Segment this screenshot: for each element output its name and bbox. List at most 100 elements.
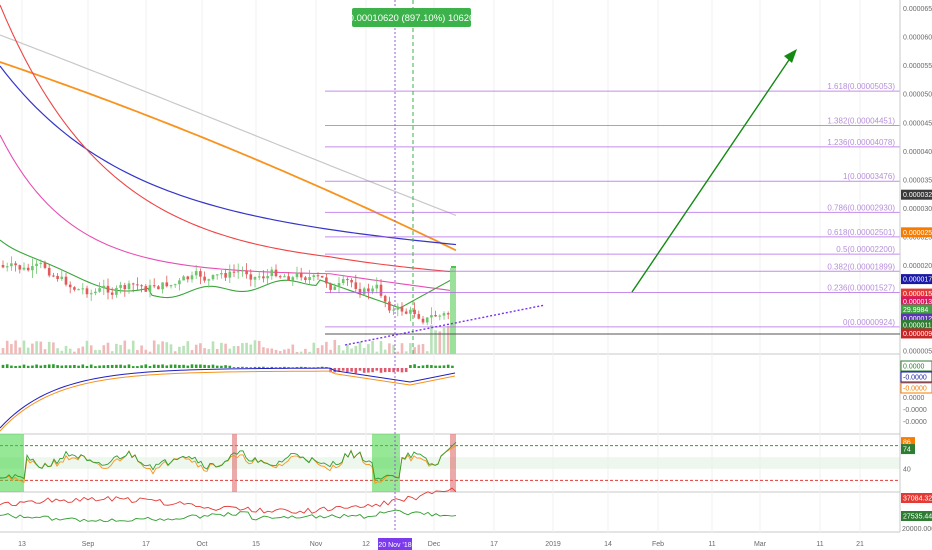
- price-tag-label: 0.00003240: [903, 192, 932, 199]
- candle-body: [77, 289, 80, 291]
- candle-body: [182, 276, 185, 281]
- candle-body: [26, 267, 30, 271]
- volume-bar: [442, 327, 446, 354]
- volume-bar: [245, 342, 248, 354]
- macd-histogram-bar: [43, 364, 47, 368]
- candle-body: [85, 288, 89, 295]
- volume-bar: [123, 340, 127, 354]
- macd-histogram-bar: [341, 368, 345, 371]
- fibonacci-extension[interactable]: 1.618(0.00005053) 1.382(0.00004451) 1.236(…: [325, 82, 900, 328]
- macd-histogram-bar: [190, 364, 194, 368]
- price-tick-label: 0.00003000: [903, 206, 932, 213]
- drawings-layer[interactable]: [325, 0, 900, 532]
- macd-histogram-bar: [388, 368, 391, 372]
- macd-histogram-bar: [68, 365, 72, 368]
- volume-bar: [39, 341, 43, 354]
- candle-body: [14, 263, 17, 266]
- macd-histogram-bar: [10, 365, 13, 368]
- macd-histogram-bar: [274, 367, 278, 368]
- macd-histogram-bar: [161, 364, 164, 368]
- volume-bar: [10, 344, 13, 354]
- macd-histogram-bar: [325, 367, 328, 368]
- macd-histogram-bar: [409, 365, 412, 368]
- rsi-pane[interactable]: [0, 434, 900, 492]
- volume-bar: [329, 349, 332, 354]
- candle-body: [173, 284, 177, 286]
- candle-body: [257, 276, 261, 278]
- volume-bar: [241, 343, 244, 354]
- fib-level-label: 0.236(0.00001527): [827, 284, 895, 293]
- fib-level-label: 0(0.00000924): [843, 318, 895, 327]
- volume-bar: [358, 341, 362, 354]
- candle-body: [10, 263, 13, 267]
- macd-histogram-bar: [337, 368, 341, 372]
- volume-bar: [98, 349, 101, 354]
- price-tag: [901, 288, 932, 299]
- price-pane[interactable]: [0, 4, 457, 354]
- rsi-tag: [901, 437, 915, 448]
- candle-body: [371, 288, 374, 292]
- price-tick-label: 0.00000500: [903, 349, 932, 356]
- candle-body: [194, 271, 198, 276]
- time-tick-label: Mar: [754, 541, 767, 548]
- candle-body: [31, 266, 34, 271]
- candle-body: [64, 276, 68, 285]
- macd-histogram-bar: [304, 366, 307, 368]
- rsi-zone-red: [450, 434, 456, 492]
- volume-bar: [400, 343, 404, 354]
- macd-tag: [900, 360, 932, 372]
- cursor-date-label: 20 Nov '18: [378, 538, 412, 550]
- macd-histogram-bar: [308, 367, 311, 368]
- price-axis[interactable]: 0.00006500 0.00006000 0.00005500 0.00005000…: [899, 0, 932, 533]
- candle-body: [434, 315, 437, 317]
- macd-histogram-bar: [98, 365, 101, 368]
- volume-bar: [421, 344, 425, 354]
- candle-body: [68, 284, 72, 288]
- macd-histogram-bar: [354, 368, 358, 374]
- obv-pane[interactable]: [0, 487, 457, 523]
- macd-histogram-bar: [451, 365, 454, 368]
- candle-body: [39, 262, 43, 264]
- candle-body: [350, 279, 353, 283]
- macd-histogram-bar: [270, 366, 274, 368]
- time-axis[interactable]: 13 Sep 17 Oct 15 Nov 12 Dec 17 2019 14 Feb 11 Mar 11 21: [18, 541, 864, 548]
- volume-bar: [287, 348, 290, 354]
- volume-bar: [308, 351, 311, 354]
- volume-bar: [396, 351, 400, 354]
- volume-bar: [346, 344, 349, 354]
- volume-bar: [220, 342, 223, 354]
- volume-bar: [73, 351, 76, 354]
- time-tick-label: 21: [856, 541, 864, 548]
- volume-bar: [337, 345, 341, 354]
- measure-label-text: 0.00010620 (897.10%) 10620: [349, 13, 475, 24]
- price-tag-label: 0.00000920: [903, 331, 932, 338]
- volume-bar: [236, 346, 240, 354]
- obv-tag-label: 27535.4412: [903, 514, 932, 521]
- macd-histogram-bar: [236, 367, 240, 368]
- volume-bar: [56, 348, 59, 354]
- macd-histogram-bar: [430, 365, 433, 368]
- candle-body: [278, 276, 282, 278]
- candle-body: [236, 271, 240, 273]
- macd-pane[interactable]: [0, 364, 456, 432]
- price-tick-label: 0.00002000: [903, 263, 932, 270]
- candle-body: [43, 262, 47, 268]
- macd-histogram-bar: [283, 366, 286, 368]
- macd-histogram-bar: [115, 364, 118, 368]
- macd-histogram-bar: [207, 365, 211, 368]
- macd-histogram-bar: [257, 366, 261, 368]
- macd-histogram-bar: [434, 365, 437, 368]
- volume-bar: [371, 341, 374, 354]
- volume-bar: [224, 343, 227, 354]
- candle-body: [392, 309, 395, 311]
- volume-bar: [64, 345, 68, 354]
- volume-bar: [392, 344, 395, 354]
- macd-histogram-bar: [173, 364, 177, 368]
- candle-body: [123, 285, 127, 290]
- macd-histogram-bar: [400, 368, 404, 373]
- candle-body: [211, 274, 215, 280]
- candle-body: [425, 317, 429, 323]
- candle-body: [333, 286, 337, 290]
- macd-histogram-bar: [421, 365, 425, 368]
